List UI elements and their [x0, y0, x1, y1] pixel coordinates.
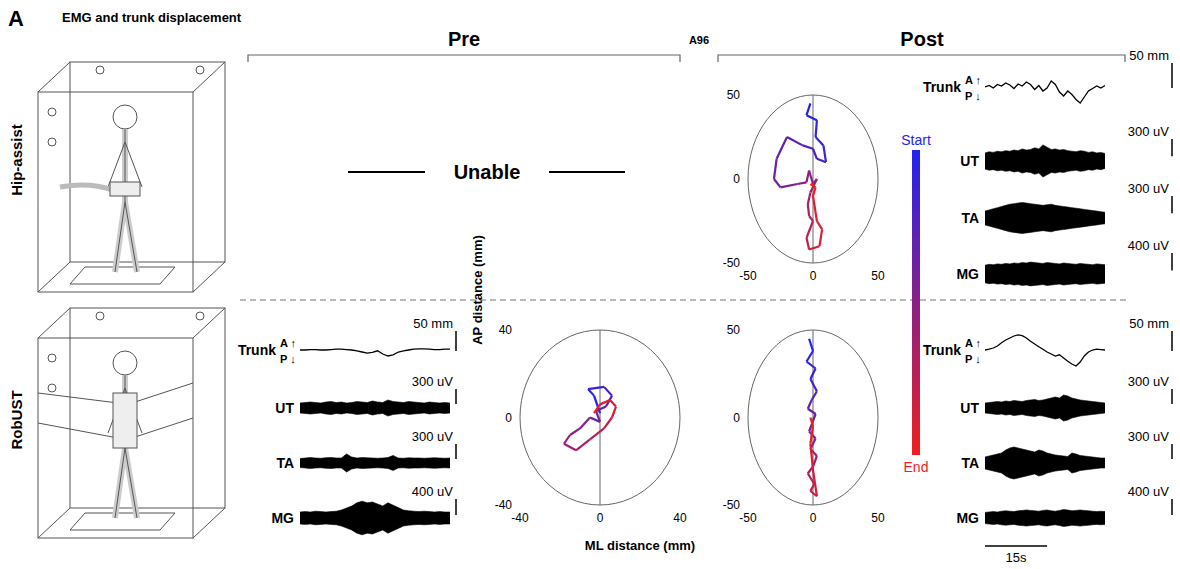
svg-text:MG: MG [956, 266, 979, 282]
svg-text:50 mm: 50 mm [413, 316, 453, 331]
svg-text:Pre: Pre [448, 28, 480, 50]
svg-text:300 uV: 300 uV [1128, 124, 1170, 139]
svg-text:End: End [904, 459, 929, 475]
svg-text:0: 0 [505, 411, 512, 425]
svg-text:-50: -50 [723, 256, 741, 270]
svg-text:400 uV: 400 uV [1128, 484, 1170, 499]
svg-text:RobUST: RobUST [8, 390, 25, 449]
svg-text:-50: -50 [723, 498, 741, 512]
svg-text:EMG and trunk displacement: EMG and trunk displacement [62, 10, 242, 25]
svg-text:-50: -50 [739, 511, 757, 525]
svg-text:A ↑: A ↑ [280, 337, 296, 349]
svg-text:50 mm: 50 mm [1129, 316, 1169, 331]
svg-text:50 mm: 50 mm [1129, 48, 1169, 63]
svg-text:300 uV: 300 uV [412, 374, 454, 389]
svg-text:0: 0 [810, 269, 817, 283]
svg-text:MG: MG [956, 510, 979, 526]
svg-text:Unable: Unable [454, 161, 521, 183]
svg-text:300 uV: 300 uV [412, 429, 454, 444]
svg-text:0: 0 [597, 511, 604, 525]
svg-text:ML distance (mm): ML distance (mm) [585, 538, 695, 553]
svg-text:Post: Post [900, 28, 944, 50]
svg-text:-40: -40 [495, 498, 513, 512]
svg-text:A ↑: A ↑ [965, 337, 981, 349]
svg-text:A ↑: A ↑ [965, 74, 981, 86]
svg-text:MG: MG [271, 510, 294, 526]
svg-text:400 uV: 400 uV [412, 484, 454, 499]
svg-text:300 uV: 300 uV [1128, 181, 1170, 196]
svg-text:P ↓: P ↓ [280, 353, 296, 365]
svg-text:40: 40 [673, 511, 687, 525]
svg-text:0: 0 [733, 411, 740, 425]
svg-text:Hip-assist: Hip-assist [8, 124, 25, 196]
svg-text:50: 50 [727, 88, 741, 102]
svg-text:UT: UT [275, 400, 294, 416]
svg-text:A: A [8, 6, 24, 31]
svg-text:TA: TA [961, 210, 979, 226]
svg-text:400 uV: 400 uV [1128, 238, 1170, 253]
svg-text:Trunk: Trunk [238, 342, 276, 358]
svg-text:300 uV: 300 uV [1128, 374, 1170, 389]
svg-text:50: 50 [871, 511, 885, 525]
svg-text:TA: TA [961, 455, 979, 471]
svg-text:300 uV: 300 uV [1128, 429, 1170, 444]
svg-text:Trunk: Trunk [923, 342, 961, 358]
svg-text:UT: UT [960, 400, 979, 416]
svg-text:0: 0 [810, 511, 817, 525]
svg-text:P ↓: P ↓ [965, 353, 981, 365]
svg-text:A96: A96 [689, 34, 709, 46]
svg-text:50: 50 [727, 323, 741, 337]
svg-text:Start: Start [901, 132, 931, 148]
svg-text:AP distance (mm): AP distance (mm) [470, 235, 485, 345]
svg-text:15s: 15s [1006, 550, 1027, 565]
svg-text:UT: UT [960, 153, 979, 169]
svg-text:50: 50 [871, 269, 885, 283]
svg-text:P ↓: P ↓ [965, 90, 981, 102]
svg-text:-40: -40 [511, 511, 529, 525]
svg-text:-50: -50 [739, 269, 757, 283]
svg-text:TA: TA [276, 455, 294, 471]
svg-text:40: 40 [499, 323, 513, 337]
svg-text:Trunk: Trunk [923, 79, 961, 95]
svg-text:0: 0 [733, 172, 740, 186]
